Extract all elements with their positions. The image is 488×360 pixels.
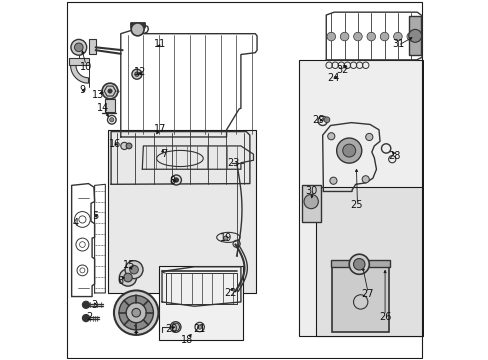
Circle shape (71, 40, 86, 55)
Text: 16: 16 (108, 139, 121, 149)
Circle shape (74, 43, 83, 51)
Text: 4: 4 (73, 218, 79, 228)
Bar (316, 187, 422, 336)
Text: 18: 18 (181, 334, 193, 345)
Text: 12: 12 (133, 67, 146, 77)
Circle shape (108, 89, 112, 93)
Circle shape (353, 258, 364, 270)
Circle shape (171, 175, 181, 185)
Circle shape (380, 32, 388, 41)
Circle shape (131, 23, 144, 36)
Circle shape (123, 273, 132, 282)
Text: 3: 3 (91, 300, 97, 310)
Circle shape (406, 32, 415, 41)
Text: 19: 19 (219, 233, 231, 243)
Circle shape (82, 315, 89, 321)
Bar (301, 185, 320, 222)
Text: 23: 23 (226, 158, 239, 168)
Text: 11: 11 (154, 40, 166, 49)
Bar (105, 99, 115, 112)
Text: 2: 2 (86, 312, 93, 322)
Circle shape (304, 194, 318, 209)
Text: 8: 8 (169, 176, 176, 186)
Circle shape (126, 303, 146, 323)
Circle shape (408, 30, 421, 42)
Circle shape (125, 261, 142, 279)
Circle shape (132, 69, 142, 79)
Circle shape (353, 32, 362, 41)
Text: 15: 15 (122, 260, 135, 270)
Bar (69, 58, 88, 65)
Text: 31: 31 (391, 40, 403, 49)
Text: 24: 24 (326, 73, 339, 83)
Text: 10: 10 (80, 62, 92, 72)
Bar (298, 60, 422, 336)
Text: 32: 32 (335, 64, 347, 75)
Circle shape (366, 32, 375, 41)
Circle shape (119, 296, 153, 330)
Circle shape (174, 178, 178, 182)
Text: 13: 13 (92, 90, 104, 100)
Circle shape (121, 142, 128, 149)
Circle shape (82, 301, 89, 309)
Circle shape (342, 144, 355, 157)
Bar (88, 40, 96, 54)
Text: 6: 6 (118, 276, 123, 286)
Text: 17: 17 (154, 124, 166, 134)
Polygon shape (70, 65, 88, 83)
Circle shape (324, 117, 329, 123)
Circle shape (348, 254, 368, 274)
Circle shape (197, 325, 202, 329)
Circle shape (102, 83, 118, 99)
Text: 26: 26 (378, 312, 390, 322)
Text: 5: 5 (92, 211, 99, 221)
Text: 14: 14 (97, 103, 109, 113)
Text: 27: 27 (360, 289, 373, 299)
Circle shape (362, 176, 368, 183)
Text: 20: 20 (164, 324, 177, 334)
Circle shape (223, 236, 227, 240)
Circle shape (119, 269, 136, 286)
Circle shape (393, 32, 402, 41)
Circle shape (326, 32, 335, 41)
Circle shape (129, 265, 138, 274)
Text: 29: 29 (311, 115, 324, 125)
Bar (330, 260, 389, 267)
Bar (408, 17, 420, 55)
Circle shape (114, 291, 158, 335)
Circle shape (126, 143, 132, 149)
Bar (159, 266, 243, 339)
Circle shape (109, 118, 114, 122)
Text: 22: 22 (224, 288, 237, 298)
Text: 21: 21 (193, 324, 205, 334)
Circle shape (170, 321, 181, 332)
Circle shape (329, 177, 336, 184)
Circle shape (365, 134, 372, 140)
Text: 1: 1 (133, 325, 139, 335)
Circle shape (336, 138, 361, 163)
Text: 25: 25 (349, 200, 362, 210)
Circle shape (135, 72, 139, 76)
Text: 30: 30 (305, 186, 317, 197)
Text: 28: 28 (387, 150, 400, 161)
Bar (332, 266, 388, 332)
Circle shape (132, 309, 140, 317)
Text: 7: 7 (161, 149, 166, 159)
Circle shape (327, 133, 334, 140)
Circle shape (340, 32, 348, 41)
Bar (107, 130, 256, 293)
Text: 9: 9 (79, 85, 85, 95)
